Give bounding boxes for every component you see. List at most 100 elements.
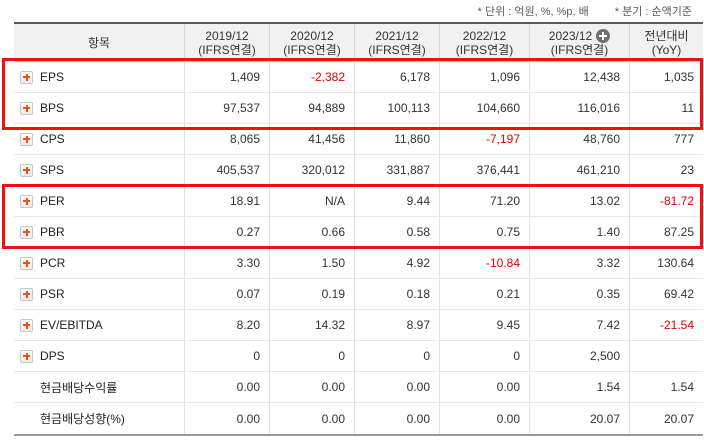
cell-value: 18.91 xyxy=(184,186,269,216)
row-label: EV/EBITDA xyxy=(40,318,103,332)
cell-value: 0.00 xyxy=(269,372,354,402)
cell-value: 11,860 xyxy=(354,124,439,154)
add-column-icon[interactable] xyxy=(596,28,611,43)
row-label-cell: 현금배당수익률 xyxy=(14,372,184,402)
row-label: 현금배당성향(%) xyxy=(40,412,125,426)
column-header-yoy: 전년대비 (YoY) xyxy=(629,24,703,61)
cell-value: 71.20 xyxy=(439,186,529,216)
row-label: PSR xyxy=(40,287,65,301)
cell-value: 104,660 xyxy=(439,93,529,123)
row-label-cell: BPS xyxy=(14,93,184,123)
table-row: PBR 0.27 0.66 0.58 0.75 1.40 87.25 xyxy=(14,217,703,248)
row-label: EPS xyxy=(40,70,65,84)
cell-value: 0.00 xyxy=(354,403,439,434)
row-label: CPS xyxy=(40,132,65,146)
cell-value: 1.54 xyxy=(529,372,629,402)
table-body: EPS 1,409 -2,382 6,178 1,096 12,438 1,03… xyxy=(14,62,703,436)
row-label-cell: EV/EBITDA xyxy=(14,310,184,340)
cell-value: 69.42 xyxy=(629,279,703,309)
cell-value: 777 xyxy=(629,124,703,154)
expand-plus-icon[interactable] xyxy=(20,349,33,363)
table-header-row: 항목 2019/12 (IFRS연결) 2020/12 (IFRS연결) 202… xyxy=(14,22,703,62)
row-label: PBR xyxy=(40,225,65,239)
cell-value: 0.00 xyxy=(184,372,269,402)
cell-value: 23 xyxy=(629,155,703,185)
cell-value: 376,441 xyxy=(439,155,529,185)
row-label: 현금배당수익률 xyxy=(40,380,118,395)
expand-plus-icon[interactable] xyxy=(20,318,33,332)
cell-value: 6,178 xyxy=(354,62,439,92)
column-header-item: 항목 xyxy=(87,35,111,50)
cell-value: 0.21 xyxy=(439,279,529,309)
row-label-cell: EPS xyxy=(14,62,184,92)
row-label-cell: SPS xyxy=(14,155,184,185)
cell-value: 0 xyxy=(184,341,269,371)
expand-plus-icon[interactable] xyxy=(20,256,33,270)
table-row: 현금배당수익률 0.00 0.00 0.00 0.00 1.54 1.54 xyxy=(14,372,703,403)
row-label: PER xyxy=(40,194,65,208)
cell-value: 1,096 xyxy=(439,62,529,92)
expand-plus-icon[interactable] xyxy=(20,287,33,301)
cell-value xyxy=(629,341,703,371)
cell-value: 1,035 xyxy=(629,62,703,92)
table-row: SPS 405,537 320,012 331,887 376,441 461,… xyxy=(14,155,703,186)
row-label-cell: CPS xyxy=(14,124,184,154)
cell-value: 0.19 xyxy=(269,279,354,309)
cell-value: 13.02 xyxy=(529,186,629,216)
cell-value: 0.00 xyxy=(184,403,269,434)
cell-value: 0.07 xyxy=(184,279,269,309)
table-row: EV/EBITDA 8.20 14.32 8.97 9.45 7.42 -21.… xyxy=(14,310,703,341)
unit-note: * 단위 : 억원, %, %p, 배 xyxy=(477,6,589,18)
cell-value: -7,197 xyxy=(439,124,529,154)
cell-value: 11 xyxy=(629,93,703,123)
row-label: BPS xyxy=(40,101,65,115)
cell-value: 116,016 xyxy=(529,93,629,123)
cell-value: 0 xyxy=(354,341,439,371)
cell-value: 0.75 xyxy=(439,217,529,247)
cell-value: 0.58 xyxy=(354,217,439,247)
expand-plus-icon[interactable] xyxy=(20,101,33,115)
basis-note: * 분기 : 순액기준 xyxy=(614,6,692,18)
cell-value: 1.50 xyxy=(269,248,354,278)
row-label: DPS xyxy=(40,349,65,363)
row-label-cell: PER xyxy=(14,186,184,216)
cell-value: 2,500 xyxy=(529,341,629,371)
row-label-cell: PBR xyxy=(14,217,184,247)
column-header-2022: 2022/12 (IFRS연결) xyxy=(439,24,529,61)
cell-value: 20.07 xyxy=(629,403,703,434)
column-header-2019: 2019/12 (IFRS연결) xyxy=(184,24,269,61)
table-row: CPS 8,065 41,456 11,860 -7,197 48,760 77… xyxy=(14,124,703,155)
table-row: 현금배당성향(%) 0.00 0.00 0.00 0.00 20.07 20.0… xyxy=(14,403,703,434)
cell-value: 7.42 xyxy=(529,310,629,340)
expand-plus-icon[interactable] xyxy=(20,132,33,146)
cell-value: 0.18 xyxy=(354,279,439,309)
cell-value: 0.00 xyxy=(354,372,439,402)
expand-plus-icon[interactable] xyxy=(20,70,33,84)
expand-plus-icon[interactable] xyxy=(20,194,33,208)
expand-plus-icon[interactable] xyxy=(20,163,33,177)
table-row: PSR 0.07 0.19 0.18 0.21 0.35 69.42 xyxy=(14,279,703,310)
row-label: SPS xyxy=(40,163,65,177)
row-label-cell: PSR xyxy=(14,279,184,309)
cell-value: -10.84 xyxy=(439,248,529,278)
cell-value: 320,012 xyxy=(269,155,354,185)
cell-value: 130.64 xyxy=(629,248,703,278)
cell-value: 0.00 xyxy=(439,403,529,434)
table-row: BPS 97,537 94,889 100,113 104,660 116,01… xyxy=(14,93,703,124)
cell-value: 331,887 xyxy=(354,155,439,185)
cell-value: -81.72 xyxy=(629,186,703,216)
cell-value: 0.27 xyxy=(184,217,269,247)
cell-value: 9.44 xyxy=(354,186,439,216)
cell-value: 97,537 xyxy=(184,93,269,123)
cell-value: 405,537 xyxy=(184,155,269,185)
cell-value: -2,382 xyxy=(269,62,354,92)
cell-value: 3.30 xyxy=(184,248,269,278)
table-row: DPS 0 0 0 0 2,500 xyxy=(14,341,703,372)
cell-value: 9.45 xyxy=(439,310,529,340)
expand-plus-icon[interactable] xyxy=(20,225,33,239)
cell-value: 8,065 xyxy=(184,124,269,154)
cell-value: 87.25 xyxy=(629,217,703,247)
cell-value: 14.32 xyxy=(269,310,354,340)
row-label-cell: 현금배당성향(%) xyxy=(14,403,184,434)
